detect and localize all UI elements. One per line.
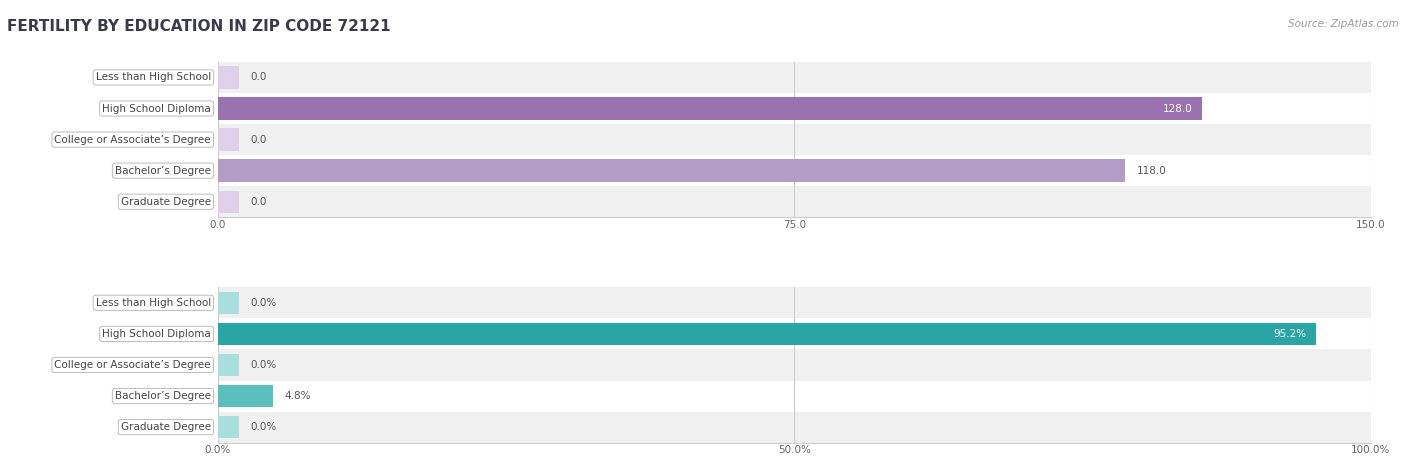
Text: FERTILITY BY EDUCATION IN ZIP CODE 72121: FERTILITY BY EDUCATION IN ZIP CODE 72121 (7, 19, 391, 34)
Text: High School Diploma: High School Diploma (103, 103, 211, 113)
Bar (218, 354, 239, 376)
Text: 118.0: 118.0 (1136, 166, 1166, 176)
Bar (218, 159, 1125, 182)
Text: 0.0: 0.0 (250, 135, 267, 145)
Text: High School Diploma: High School Diploma (103, 329, 211, 339)
Bar (218, 186, 1371, 218)
Text: College or Associate’s Degree: College or Associate’s Degree (55, 135, 211, 145)
Text: Bachelor’s Degree: Bachelor’s Degree (115, 391, 211, 401)
Text: Source: ZipAtlas.com: Source: ZipAtlas.com (1288, 19, 1399, 29)
Text: 0.0%: 0.0% (250, 422, 277, 432)
Text: 95.2%: 95.2% (1274, 329, 1306, 339)
Bar (218, 62, 1371, 93)
Text: Less than High School: Less than High School (96, 298, 211, 308)
Text: 4.8%: 4.8% (285, 391, 311, 401)
Bar (218, 97, 1202, 119)
Text: Less than High School: Less than High School (96, 72, 211, 82)
Bar (218, 318, 1371, 349)
Text: 0.0: 0.0 (250, 72, 267, 82)
Bar (218, 380, 1371, 412)
Bar (218, 292, 239, 314)
Text: Graduate Degree: Graduate Degree (121, 197, 211, 207)
Bar (218, 287, 1371, 318)
Bar (218, 129, 239, 151)
Text: College or Associate’s Degree: College or Associate’s Degree (55, 360, 211, 370)
Text: 0.0: 0.0 (250, 197, 267, 207)
Bar (218, 323, 1316, 345)
Bar (218, 155, 1371, 186)
Bar (218, 416, 239, 438)
Bar (218, 190, 239, 213)
Bar (218, 349, 1371, 380)
Bar (218, 93, 1371, 124)
Bar (218, 385, 273, 407)
Text: 128.0: 128.0 (1163, 103, 1192, 113)
Text: Bachelor’s Degree: Bachelor’s Degree (115, 166, 211, 176)
Bar (218, 412, 1371, 443)
Text: 0.0%: 0.0% (250, 298, 277, 308)
Text: 0.0%: 0.0% (250, 360, 277, 370)
Bar (218, 124, 1371, 155)
Bar (218, 66, 239, 89)
Text: Graduate Degree: Graduate Degree (121, 422, 211, 432)
